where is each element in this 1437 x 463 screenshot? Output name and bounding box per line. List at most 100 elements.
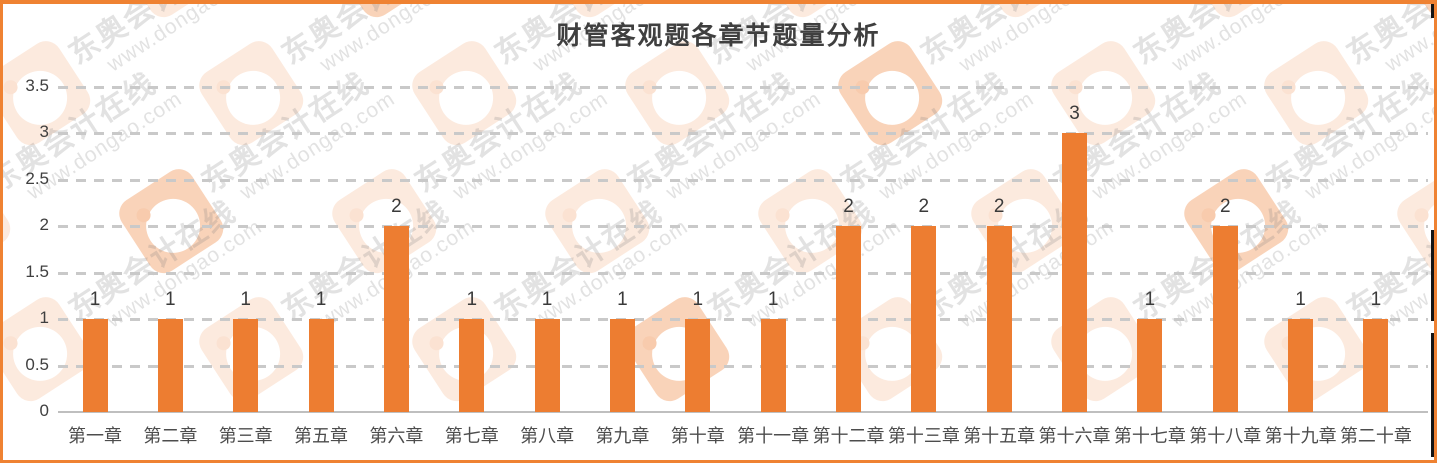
chart-title: 财管客观题各章节题量分析 [556,22,881,50]
x-tick-label: 第十八章 [1189,426,1262,446]
bar [609,319,635,412]
bar [459,319,485,412]
y-tick-label: 3.5 [25,75,49,95]
x-tick-label: 第八章 [520,426,575,446]
bar [1137,319,1163,412]
logo-circle [854,60,930,136]
watermark-url-text: www.dongao.com [1300,87,1437,205]
bar-value-label: 1 [1295,289,1306,310]
bar [534,319,560,412]
logo-circle [348,4,424,8]
screen-edge-artifact [1431,333,1434,457]
x-tick-label: 第二十章 [1339,426,1412,446]
screen-edge-artifact [1431,4,1434,18]
bar [157,319,183,412]
bar [1288,319,1314,412]
bar [233,319,259,412]
x-tick-label: 第十章 [670,426,725,446]
bar [308,319,334,412]
gridline [58,318,1428,321]
logo-circle [135,4,211,8]
logo-ring [3,333,21,353]
logo-ring [559,205,580,225]
gridline [58,271,1428,275]
x-tick-label: 第九章 [595,426,650,446]
bar [82,319,108,412]
bar [836,226,861,412]
bar-value-label: 3 [1069,103,1080,124]
bar-value-label: 2 [993,196,1005,217]
watermark-url-text: www.dongao.com [741,215,906,333]
logo-ring [1411,205,1432,225]
logo-ring [639,333,660,353]
x-tick-label: 第十七章 [1113,426,1186,446]
gridline [58,178,1428,182]
gridline [58,225,1428,228]
x-tick-label: 第二章 [143,426,198,446]
bar-value-label: 1 [240,289,251,310]
bar [1363,319,1389,412]
watermark-url-text: www.dongao.com [448,87,613,205]
logo-ring [772,205,793,225]
screen-edge-artifact [1431,230,1434,321]
x-tick-label: 第一章 [68,426,122,446]
logo-circle [1200,4,1276,8]
x-tick-label: 第十一章 [737,426,810,446]
y-tick-label: 2.5 [25,168,49,188]
logo-ring [213,333,234,353]
watermark-url-text: www.dongao.com [22,87,187,205]
y-tick-label: 0 [39,401,49,420]
x-tick-label: 第十三章 [887,426,960,446]
x-tick-label: 第七章 [444,426,499,446]
gridline [58,85,1428,89]
bar-value-label: 1 [1370,289,1382,310]
x-tick-label: 第十二章 [812,426,885,446]
logo-circle [641,60,717,136]
bar [685,319,711,412]
bar [1212,226,1238,412]
logo-circle [428,60,504,136]
y-tick-label: 1.5 [25,261,49,281]
bar-value-label: 1 [165,289,176,310]
bar-value-label: 1 [89,289,101,310]
gridline [58,132,1428,135]
x-tick-label: 第十九章 [1264,426,1337,446]
bar-value-label: 2 [1219,196,1231,217]
bar-value-label: 1 [692,289,704,310]
bar-value-label: 1 [767,289,779,310]
y-tick-label: 2 [39,215,49,234]
y-tick-label: 3 [39,122,49,141]
logo-ring [346,205,367,225]
bar [911,226,937,412]
logo-circle [1280,60,1356,136]
logo-circle [987,4,1063,8]
bar-value-label: 1 [466,289,478,310]
bar-value-label: 2 [843,196,854,217]
bar-value-label: 2 [391,196,402,217]
x-tick-label: 第三章 [218,426,273,446]
bar [986,226,1012,412]
bar-value-label: 1 [1144,289,1156,310]
gridline [58,364,1428,368]
logo-circle [561,4,637,8]
logo-ring [133,205,154,225]
x-tick-label: 第十六章 [1038,426,1111,446]
